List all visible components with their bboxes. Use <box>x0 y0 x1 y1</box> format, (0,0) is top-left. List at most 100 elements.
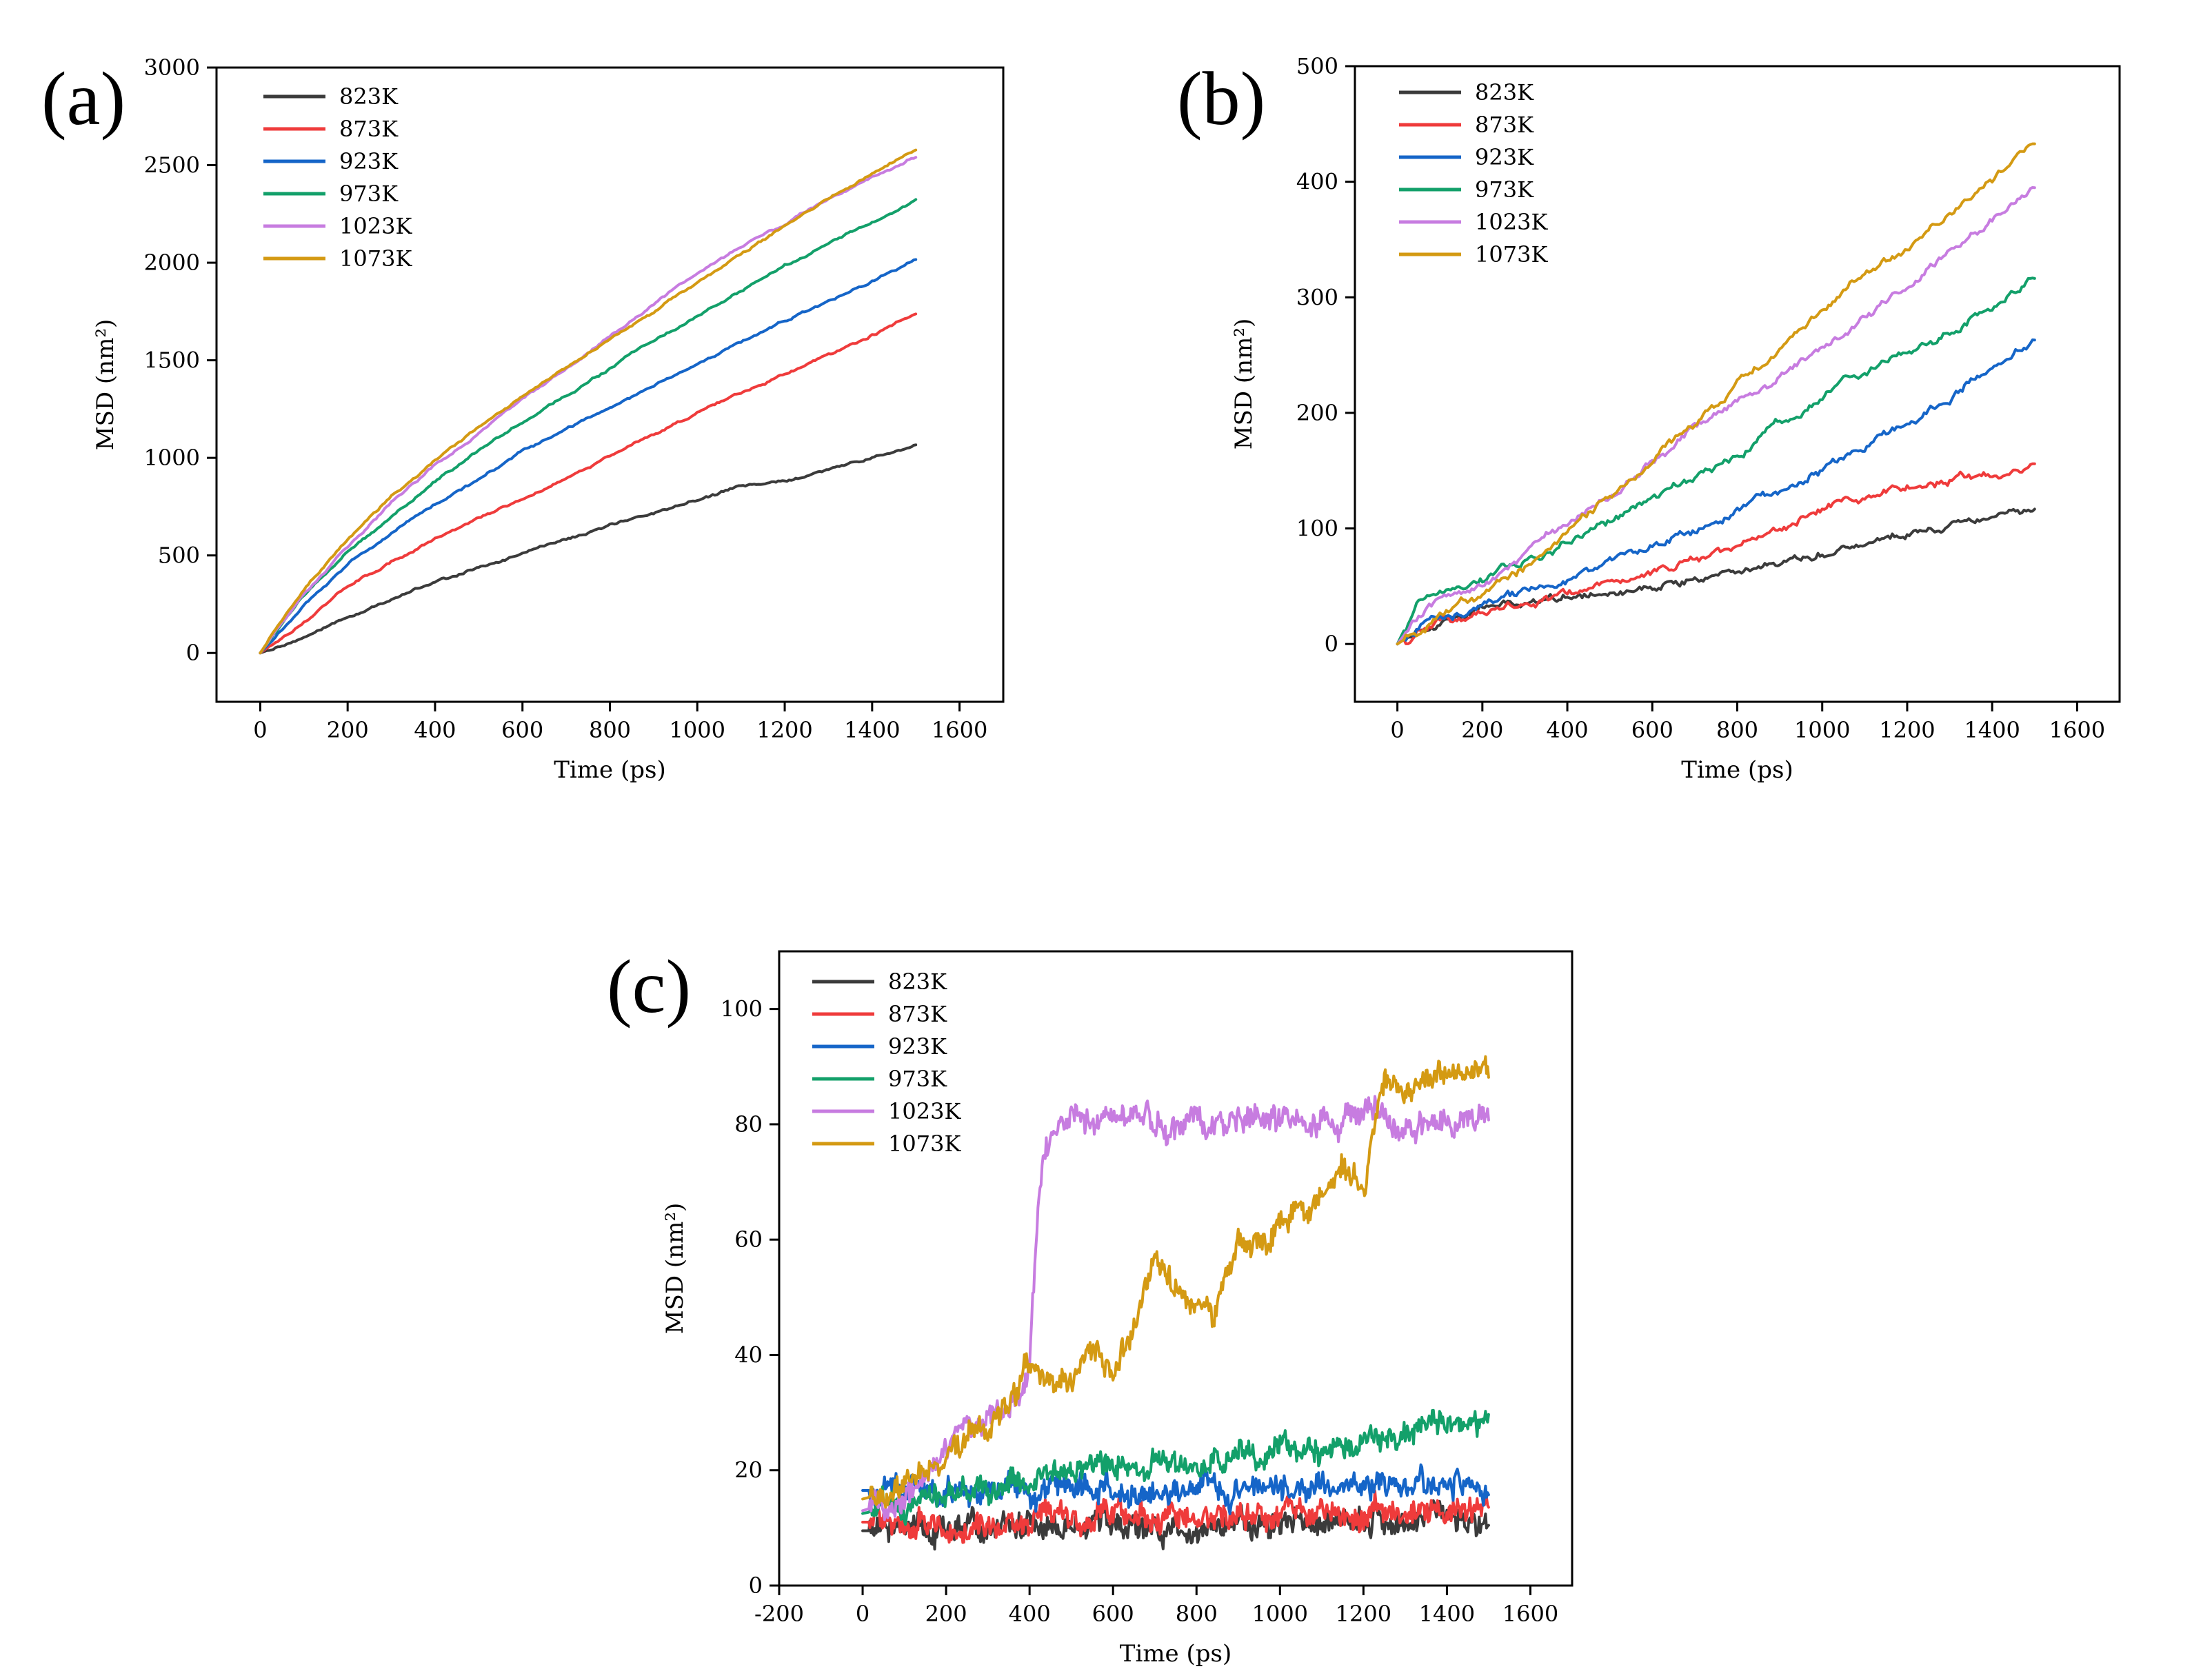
legend-label-b-873K: 873K <box>1475 112 1534 138</box>
x-tick-label-c: 1200 <box>1336 1601 1391 1627</box>
series-line-b-873K <box>1396 462 2036 646</box>
series-line-b-1073K <box>1396 142 2036 646</box>
legend-label-b-823K: 823K <box>1475 79 1534 105</box>
x-tick-label-a: 800 <box>589 717 631 743</box>
series-line-b-1023K <box>1396 186 2036 646</box>
x-tick-label-b: 400 <box>1547 717 1589 743</box>
y-tick-label-c: 80 <box>734 1111 763 1137</box>
series-line-c-873K <box>861 1489 1490 1544</box>
y-tick-label-b: 500 <box>1296 53 1338 79</box>
y-tick-label-a: 500 <box>158 543 200 569</box>
series-line-c-1023K <box>861 1095 1490 1521</box>
x-axis-label-c: Time (ps) <box>1120 1640 1231 1668</box>
legend-label-b-923K: 923K <box>1475 144 1534 170</box>
legend-label-a-873K: 873K <box>339 116 399 142</box>
panel-label-a: (a) <box>41 57 125 141</box>
x-tick-label-a: 0 <box>253 717 267 743</box>
series-line-b-923K <box>1396 338 2036 646</box>
x-axis-label-b: Time (ps) <box>1681 756 1793 784</box>
y-tick-label-a: 2500 <box>144 152 200 179</box>
y-axis-label-b: MSD (nm²) <box>1230 318 1258 449</box>
legend-b: 823K 873K 923K 973K 1023K 1073K <box>1399 79 1548 267</box>
y-tick-label-a: 0 <box>186 640 200 666</box>
plot-frame-a <box>215 66 1005 703</box>
legend-label-a-1023K: 1023K <box>339 213 412 239</box>
y-tick-label-b: 200 <box>1296 400 1338 426</box>
series-line-a-823K <box>259 443 918 655</box>
x-tick-label-a: 1000 <box>670 717 725 743</box>
series-line-c-1073K <box>861 1055 1490 1509</box>
series-line-a-873K <box>259 312 918 655</box>
plot-frame-b <box>1354 65 2121 703</box>
legend-a: 823K 873K 923K 973K 1023K 1073K <box>263 83 412 272</box>
series-line-a-923K <box>259 258 918 655</box>
x-tick-label-b: 1200 <box>1879 717 1935 743</box>
series-line-a-1073K <box>259 148 918 655</box>
x-tick-label-c: 0 <box>856 1601 869 1627</box>
y-tick-label-b: 400 <box>1296 169 1338 195</box>
series-group-b <box>1396 142 2036 646</box>
y-tick-label-a: 2000 <box>144 250 200 276</box>
x-tick-label-c: 200 <box>925 1601 967 1627</box>
y-axis-label-c: MSD (nm²) <box>661 1203 689 1334</box>
y-tick-label-c: 20 <box>734 1457 763 1484</box>
series-group-a <box>259 148 918 655</box>
legend-label-a-1073K: 1073K <box>339 245 412 272</box>
chart-c-svg: -200 0 200 400 600 800 1000 1200 1400 16000204060… <box>607 944 1573 1668</box>
series-line-b-973K <box>1396 276 2036 646</box>
chart-panel-c: -200 0 200 400 600 800 1000 1200 1400 1600 0 20 40 60… <box>545 840 1648 1680</box>
x-tick-label-a: 200 <box>327 717 369 743</box>
legend-label-c-923K: 923K <box>888 1033 947 1060</box>
x-tick-label-a: 1400 <box>844 717 900 743</box>
x-tick-label-a: 400 <box>414 717 456 743</box>
series-line-a-973K <box>259 198 918 655</box>
x-tick-label-c: 400 <box>1009 1601 1051 1627</box>
x-tick-label-b: 800 <box>1716 717 1758 743</box>
legend-label-c-1023K: 1023K <box>888 1098 961 1124</box>
x-tick-label-b: 1600 <box>2049 717 2105 743</box>
panel-label-c: (c) <box>607 944 691 1029</box>
legend-label-c-873K: 873K <box>888 1001 947 1027</box>
panel-label-b: (b) <box>1177 57 1265 141</box>
x-tick-label-a: 600 <box>501 717 543 743</box>
x-tick-label-a: 1600 <box>932 717 987 743</box>
y-tick-label-b: 100 <box>1296 516 1338 542</box>
x-tick-label-c: 1000 <box>1252 1601 1308 1627</box>
y-tick-label-c: 40 <box>734 1342 763 1368</box>
legend-label-a-823K: 823K <box>339 83 399 110</box>
legend-label-a-973K: 973K <box>339 181 399 207</box>
chart-panel-b: 0 200 400 600 800 1000 1200 1400 1600 0 100 200 300 4… <box>1096 0 2192 840</box>
series-line-c-973K <box>861 1408 1490 1526</box>
x-tick-label-c: 800 <box>1176 1601 1218 1627</box>
y-tick-label-c: 100 <box>721 996 763 1022</box>
legend-label-b-1023K: 1023K <box>1475 209 1548 235</box>
y-tick-label-c: 60 <box>734 1226 763 1253</box>
legend-label-c-823K: 823K <box>888 969 947 995</box>
x-tick-label-b: 1000 <box>1794 717 1850 743</box>
series-group-c <box>861 1055 1490 1551</box>
y-tick-label-a: 1500 <box>144 347 200 374</box>
x-tick-label-b: 600 <box>1631 717 1673 743</box>
legend-label-b-973K: 973K <box>1475 176 1534 203</box>
chart-panel-a: 0 200 400 600 800 1000 1200 1400 1600 0 500 1000 150… <box>0 0 1096 840</box>
y-tick-label-c: 0 <box>749 1572 763 1599</box>
y-tick-label-a: 1000 <box>144 445 200 471</box>
legend-label-c-973K: 973K <box>888 1066 947 1092</box>
plot-frame-c <box>778 950 1573 1587</box>
y-axis-label-a: MSD (nm²) <box>92 319 119 450</box>
y-tick-label-b: 0 <box>1325 631 1338 657</box>
x-tick-label-c: 1400 <box>1419 1601 1475 1627</box>
x-tick-label-c: 600 <box>1092 1601 1134 1627</box>
series-line-b-823K <box>1396 507 2036 646</box>
legend-label-b-1073K: 1073K <box>1475 241 1548 267</box>
chart-a-svg: 0 200 400 600 800 1000 1200 1400 1600 0 500 1000 150… <box>41 54 1005 784</box>
legend-c: 823K 873K 923K 973K 1023K 1073K <box>812 969 961 1157</box>
x-tick-label-b: 0 <box>1390 717 1404 743</box>
y-tick-label-b: 300 <box>1296 284 1338 310</box>
y-tick-label-a: 3000 <box>144 54 200 81</box>
legend-label-a-923K: 923K <box>339 148 399 174</box>
x-tick-label-c: 1600 <box>1502 1601 1558 1627</box>
legend-label-c-1073K: 1073K <box>888 1131 961 1157</box>
x-tick-label-b: 1400 <box>1964 717 2020 743</box>
x-tick-label-b: 200 <box>1461 717 1503 743</box>
